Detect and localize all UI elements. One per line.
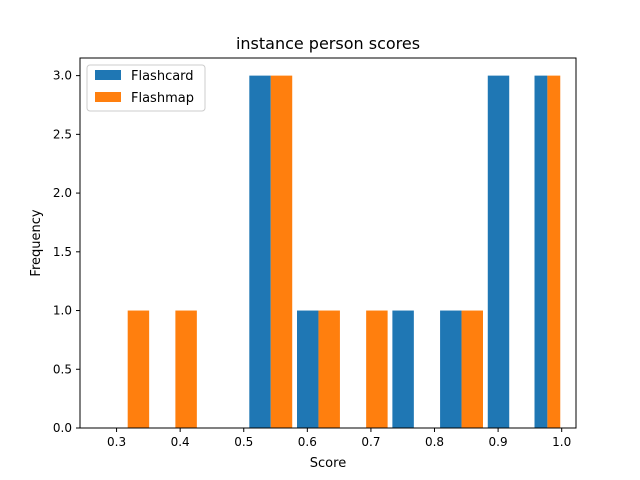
bar-flashmap-bin-4 [318,310,340,428]
bar-flashmap-bin-0 [127,310,150,428]
bar-flashcard-bin-9 [534,75,548,428]
plot-frame [79,57,577,429]
x-tick-label: 0.5 [234,435,253,449]
x-tick-label: 0.9 [489,435,508,449]
x-tick-label: 0.8 [425,435,444,449]
x-tick-label: 0.6 [298,435,317,449]
x-axis-ticks: 0.3 0.4 0.5 0.6 0.7 0.8 0.9 1.0 [107,428,571,449]
bar-flashmap-bin-7 [461,310,483,428]
y-tick-label: 2.5 [53,127,72,141]
legend-swatch-flashmap [95,92,121,102]
bar-flashmap-bin-5 [366,310,388,428]
y-tick-label: 2.0 [53,186,72,200]
legend: Flashcard Flashmap [86,64,206,112]
x-tick-label: 0.7 [361,435,380,449]
bar-flashcard-bin-6 [392,310,414,428]
y-tick-label: 0.0 [53,421,72,435]
bar-flashcard-bin-7 [440,310,462,428]
x-tick-label: 0.4 [171,435,190,449]
y-tick-label: 0.5 [53,362,72,376]
y-tick-label: 1.0 [53,304,72,318]
y-axis-ticks: 0.0 0.5 1.0 1.5 2.0 2.5 3.0 [53,69,80,435]
bars-layer [127,75,561,428]
y-axis-label: Frequency [29,209,44,276]
x-axis-label: Score [310,456,346,471]
legend-swatch-flashcard [95,70,121,80]
y-tick-label: 1.5 [53,245,72,259]
bar-flashmap-bin-9 [547,75,561,428]
bar-flashcard-bin-4 [297,310,319,428]
bar-flashcard-bin-3 [249,75,271,428]
x-tick-label: 1.0 [552,435,571,449]
legend-label-flashmap: Flashmap [131,91,194,106]
y-tick-label: 3.0 [53,69,72,83]
legend-label-flashcard: Flashcard [131,69,194,84]
chart-title: instance person scores [236,34,420,53]
bar-flashmap-bin-1 [175,310,197,428]
bar-flashmap-bin-3 [270,75,293,428]
x-tick-label: 0.3 [107,435,126,449]
bar-flashcard-bin-8 [487,75,510,428]
